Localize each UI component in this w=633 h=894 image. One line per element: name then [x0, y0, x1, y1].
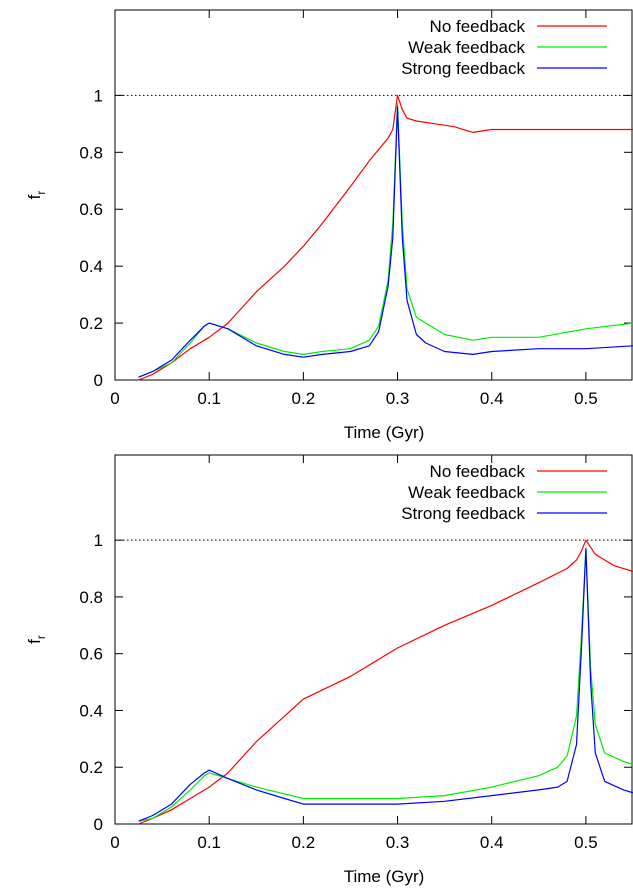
bottom-y-tick-label: 0.4 — [79, 701, 103, 720]
bottom-x-tick-label: 0.3 — [386, 833, 410, 852]
bottom-plot-frame — [114, 454, 633, 825]
top-series-line-0 — [138, 94, 633, 381]
bottom-panel: 0 0.1 0.2 0.3 0.4 0.5 0 0.2 0.4 0.6 0.8 1 Time (Gyr)… — [25, 454, 633, 886]
top-x-tick-label: 0.2 — [292, 389, 316, 408]
top-y-tick-label: 1 — [94, 86, 103, 105]
bottom-series-line-1 — [138, 548, 633, 822]
top-x-tick-label: 0.4 — [480, 389, 504, 408]
bottom-x-tick-label: 0.1 — [197, 833, 221, 852]
bottom-y-tick-label: 0 — [94, 815, 103, 834]
top-y-axis-label-main: f — [25, 194, 44, 199]
bottom-y-axis-label-main: f — [25, 639, 44, 644]
bottom-series-line-2 — [138, 548, 633, 822]
bottom-y-tick-label: 0.6 — [79, 645, 103, 664]
top-y-tick-label: 0.8 — [79, 143, 103, 162]
top-y-tick-label: 0.6 — [79, 200, 103, 219]
top-legend-label-1: Weak feedback — [408, 38, 525, 57]
bottom-x-tick-label: 0.5 — [574, 833, 598, 852]
top-panel: 0 0.1 0.2 0.3 0.4 0.5 0 0.2 0.4 0.6 0.8 1 Time (Gyr)… — [25, 9, 633, 442]
bottom-legend-label-1: Weak feedback — [408, 483, 525, 502]
top-y-tick-label: 0.4 — [79, 257, 103, 276]
bottom-x-axis-label: Time (Gyr) — [344, 867, 425, 886]
top-series-line-1 — [138, 103, 633, 378]
bottom-legend-label-0: No feedback — [430, 462, 526, 481]
bottom-legend-label-2: Strong feedback — [401, 504, 525, 523]
top-x-tick-label: 0.5 — [574, 389, 598, 408]
bottom-series-line-0 — [138, 539, 633, 825]
top-series-line-2 — [138, 106, 633, 378]
bottom-y-tick-label: 0.8 — [79, 588, 103, 607]
bottom-y-tick-label: 1 — [94, 531, 103, 550]
top-y-axis-label: fr — [25, 191, 48, 200]
top-plot-frame — [114, 9, 633, 381]
top-y-axis-label-subscript: r — [34, 191, 48, 195]
top-y-tick-label: 0.2 — [79, 314, 103, 333]
top-x-tick-label: 0 — [110, 389, 119, 408]
top-x-axis-label: Time (Gyr) — [344, 423, 425, 442]
bottom-y-tick-label: 0.2 — [79, 758, 103, 777]
top-legend-label-2: Strong feedback — [401, 59, 525, 78]
top-legend-label-0: No feedback — [430, 17, 526, 36]
bottom-y-axis-label-subscript: r — [34, 635, 48, 639]
bottom-y-axis-label: fr — [25, 635, 48, 644]
bottom-x-tick-label: 0.4 — [480, 833, 504, 852]
bottom-x-tick-label: 0 — [110, 833, 119, 852]
top-x-tick-label: 0.3 — [386, 389, 410, 408]
top-x-tick-label: 0.1 — [197, 389, 221, 408]
bottom-x-tick-label: 0.2 — [292, 833, 316, 852]
top-y-tick-label: 0 — [94, 371, 103, 390]
